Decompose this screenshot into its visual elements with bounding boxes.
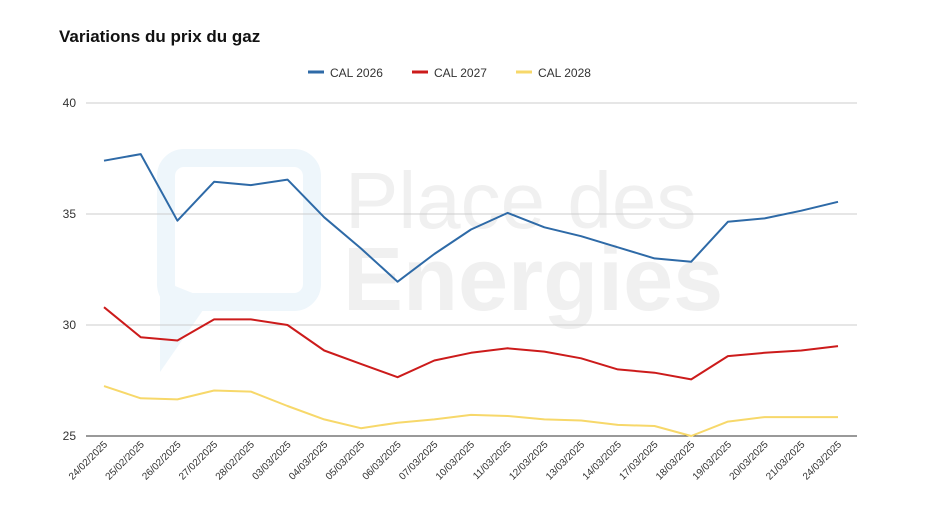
series-line-2 [103, 306, 839, 381]
chart-title: Variations du prix du gaz [59, 27, 261, 46]
x-tick-label: 10/03/2025 [434, 439, 477, 482]
y-axis: 25 30 35 40 [63, 96, 77, 443]
x-tick-label: 24/03/2025 [801, 439, 844, 482]
watermark-text-line1: Place des [345, 156, 696, 245]
series-lines [103, 153, 839, 437]
legend-label: CAL 2026 [330, 66, 383, 80]
y-tick-label: 40 [63, 96, 77, 110]
y-tick-label: 25 [63, 429, 77, 443]
watermark-logo-tail [160, 280, 210, 372]
series-line-3 [103, 385, 838, 437]
legend-label: CAL 2027 [434, 66, 487, 80]
series-line-1 [103, 153, 839, 283]
grid [86, 102, 857, 437]
legend: CAL 2026 CAL 2027 CAL 2028 [308, 66, 591, 80]
y-tick-label: 30 [63, 318, 77, 332]
watermark-text-line2: Energies [343, 230, 723, 330]
watermark-logo [157, 149, 321, 311]
x-axis: 24/02/202525/02/202526/02/202527/02/2025… [67, 439, 844, 482]
legend-label: CAL 2028 [538, 66, 591, 80]
y-tick-label: 35 [63, 207, 77, 221]
